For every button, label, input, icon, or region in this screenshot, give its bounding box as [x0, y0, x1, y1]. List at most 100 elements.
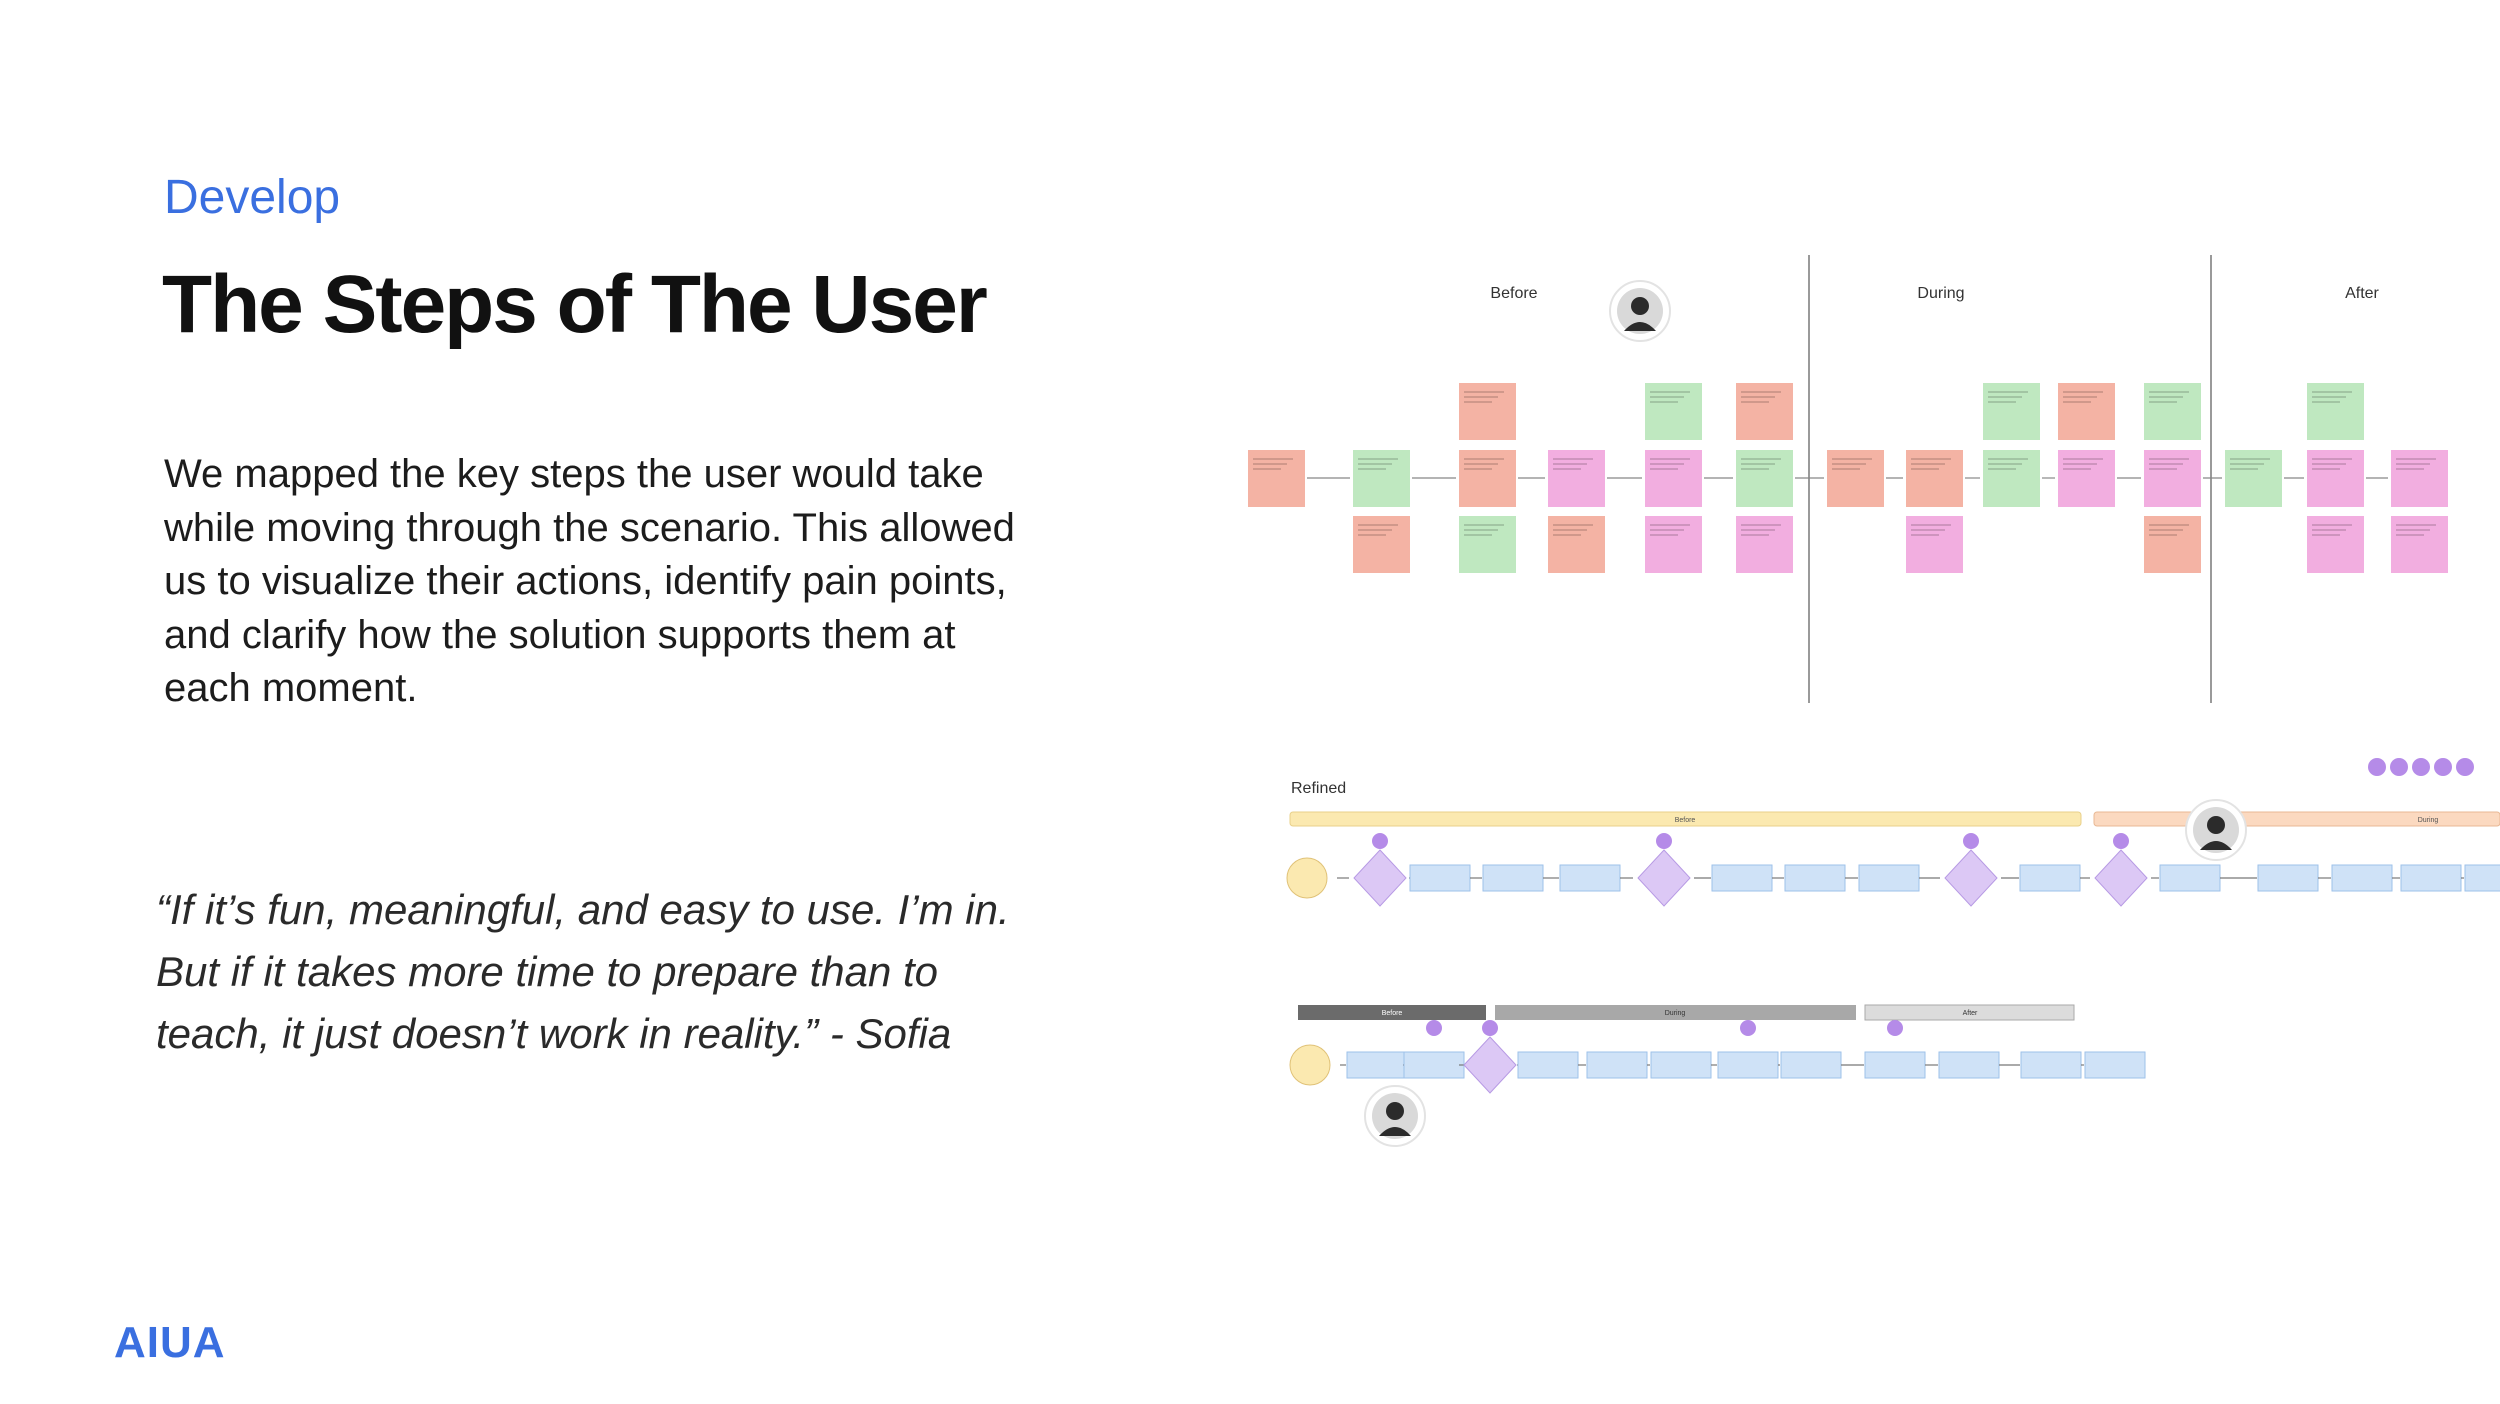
- avatar-head: [2207, 816, 2225, 834]
- sticky-note: [1827, 450, 1884, 507]
- flow-step: [2084, 1051, 2146, 1079]
- band: [2093, 811, 2500, 827]
- band-label: Before: [1675, 817, 1696, 824]
- lane-bar: [1495, 1005, 1856, 1020]
- sticky-note: [1459, 516, 1516, 573]
- flow-decision: [1353, 849, 1407, 907]
- lane-label: Before: [1382, 1010, 1403, 1017]
- sticky-note: [1353, 450, 1410, 507]
- avatar-head: [1631, 297, 1649, 315]
- flow-decision: [1637, 849, 1691, 907]
- flow-start: [1286, 857, 1328, 899]
- sticky-note: [1548, 450, 1605, 507]
- flow-step: [2020, 1051, 2082, 1079]
- sticky-note: [1645, 450, 1702, 507]
- quote-line: But if it takes more time to prepare tha…: [156, 948, 939, 995]
- sticky-note: [1353, 516, 1410, 573]
- flow-step: [1482, 864, 1544, 892]
- lane-label: During: [1665, 1010, 1686, 1017]
- flow-step: [2400, 864, 2462, 892]
- emotion-legend: [2456, 758, 2474, 776]
- flow-start: [1289, 1044, 1331, 1086]
- quote-line: teach, it just doesn’t work in reality.”…: [156, 1010, 952, 1057]
- emotion-face: [1372, 833, 1388, 849]
- emotion-legend: [2434, 758, 2452, 776]
- flow-decision: [2094, 849, 2148, 907]
- flow-step: [1864, 1051, 1926, 1079]
- sticky-note: [1983, 383, 2040, 440]
- emotion-face: [1963, 833, 1979, 849]
- sticky-note: [1983, 450, 2040, 507]
- flow-step: [2159, 864, 2221, 892]
- flow-step: [1858, 864, 1920, 892]
- logo: AIUA: [114, 1318, 226, 1367]
- emotion-legend: [2368, 758, 2386, 776]
- flow-step: [1784, 864, 1846, 892]
- flow-step: [1346, 1051, 1408, 1079]
- emotion-face: [1656, 833, 1672, 849]
- sticky-note: [2391, 450, 2448, 507]
- paragraph: We mapped the key steps the user would t…: [164, 448, 1015, 716]
- flow-step: [2464, 864, 2500, 892]
- flow-step: [1517, 1051, 1579, 1079]
- sticky-note: [1736, 516, 1793, 573]
- flow-step: [2331, 864, 2393, 892]
- lane-label: After: [1963, 1010, 1978, 1017]
- flow-step: [1409, 864, 1471, 892]
- sticky-note: [2307, 383, 2364, 440]
- sticky-note: [1736, 383, 1793, 440]
- emotion-face: [1426, 1020, 1442, 1036]
- quote: “If it’s fun, meaningful, and easy to us…: [156, 879, 1010, 1065]
- flow-step: [1938, 1051, 2000, 1079]
- flow-step: [1559, 864, 1621, 892]
- emotion-legend: [2412, 758, 2430, 776]
- flow-step: [1586, 1051, 1648, 1079]
- flow-step: [1780, 1051, 1842, 1079]
- emotion-face: [1887, 1020, 1903, 1036]
- quote-line: “If it’s fun, meaningful, and easy to us…: [156, 886, 1010, 933]
- flow-step: [1650, 1051, 1712, 1079]
- sticky-note: [2307, 516, 2364, 573]
- band-label: During: [2418, 817, 2439, 824]
- sticky-note: [1645, 383, 1702, 440]
- avatar-body: [2200, 841, 2232, 850]
- lane-bar: [1864, 1004, 2075, 1021]
- paragraph-line: and clarify how the solution supports th…: [164, 612, 956, 657]
- paragraph-line: We mapped the key steps the user would t…: [164, 452, 984, 496]
- paragraph-line: while moving through the scenario. This …: [164, 505, 1015, 550]
- emotion-face: [2113, 833, 2129, 849]
- sticky-note: [1548, 516, 1605, 573]
- flow-step: [1711, 864, 1773, 892]
- paragraph-line: us to visualize their actions, identify …: [164, 559, 1007, 603]
- avatar-body: [1379, 1127, 1411, 1136]
- sticky-note: [1906, 516, 1963, 573]
- refined-label: Refined: [1291, 780, 1346, 797]
- band: [1289, 811, 2082, 827]
- emotion-legend: [2390, 758, 2408, 776]
- avatar-head: [1386, 1102, 1404, 1120]
- emotion-face: [1740, 1020, 1756, 1036]
- paragraph-line: each moment.: [164, 666, 418, 710]
- sticky-note: [1906, 450, 1963, 507]
- phase-label: Before: [1490, 285, 1537, 302]
- sticky-note: [2058, 450, 2115, 507]
- sticky-note: [2144, 383, 2201, 440]
- flow-step: [1717, 1051, 1779, 1079]
- sticky-note: [2391, 516, 2448, 573]
- sticky-note: [2225, 450, 2282, 507]
- flow-step: [1403, 1051, 1465, 1079]
- flow-decision: [1944, 849, 1998, 907]
- sticky-note: [1459, 383, 1516, 440]
- slide-title: The Steps of The User: [162, 259, 988, 350]
- emotion-face: [1482, 1020, 1498, 1036]
- phase-label: After: [2345, 285, 2379, 302]
- flow-step: [2257, 864, 2319, 892]
- sticky-note: [2144, 450, 2201, 507]
- flow-step: [2019, 864, 2081, 892]
- sticky-note: [1459, 450, 1516, 507]
- sticky-note: [2307, 450, 2364, 507]
- sticky-note: [2058, 383, 2115, 440]
- lane-bar: [1298, 1005, 1486, 1020]
